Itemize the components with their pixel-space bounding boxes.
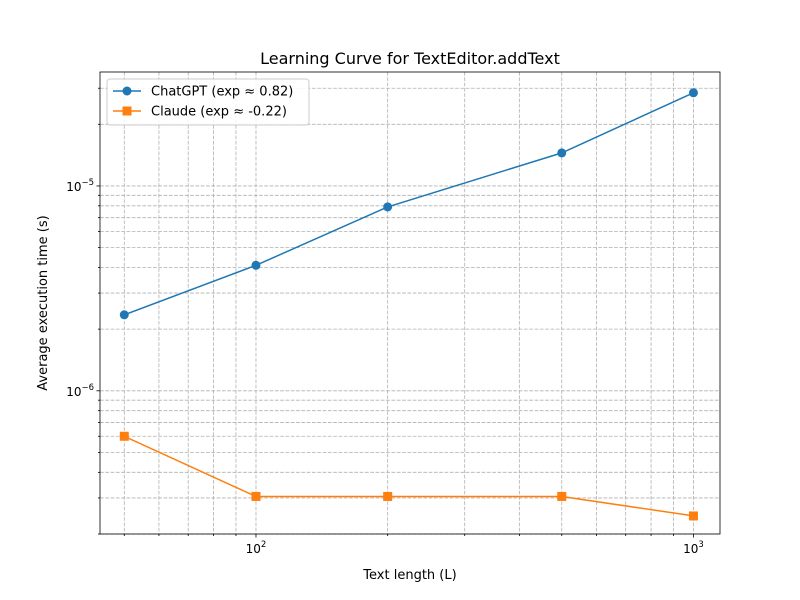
y-tick-label: 10−5	[66, 178, 94, 194]
data-point-chatgpt	[251, 260, 261, 270]
legend: ChatGPT (exp ≈ 0.82) Claude (exp ≈ -0.22…	[106, 78, 310, 126]
x-axis-label: Text length (L)	[362, 568, 456, 583]
legend-box	[106, 78, 310, 126]
data-point-chatgpt	[688, 88, 698, 98]
plot-frame	[99, 71, 721, 535]
data-point-claude	[688, 511, 698, 521]
y-axis-label: Average execution time (s)	[36, 215, 51, 390]
chart-title: Learning Curve for TextEditor.addText	[260, 49, 560, 68]
y-tick-label: 10−6	[66, 383, 94, 399]
x-tick-label: 103	[683, 540, 704, 556]
legend-label-claude: Claude (exp ≈ -0.22)	[151, 105, 287, 120]
series-layer	[119, 88, 698, 521]
data-point-claude	[119, 431, 129, 441]
data-point-claude	[251, 491, 261, 501]
data-point-claude	[557, 491, 567, 501]
legend-marker-claude	[122, 106, 132, 116]
data-point-chatgpt	[383, 202, 393, 212]
legend-marker-chatgpt	[122, 86, 132, 96]
data-point-claude	[383, 491, 393, 501]
grid	[100, 72, 720, 535]
legend-label-chatgpt: ChatGPT (exp ≈ 0.82)	[151, 85, 293, 100]
x-tick-label: 102	[246, 540, 267, 556]
ticks: 102 103 10−6 10−5	[66, 87, 704, 556]
data-point-chatgpt	[119, 310, 129, 320]
data-point-chatgpt	[557, 148, 567, 158]
